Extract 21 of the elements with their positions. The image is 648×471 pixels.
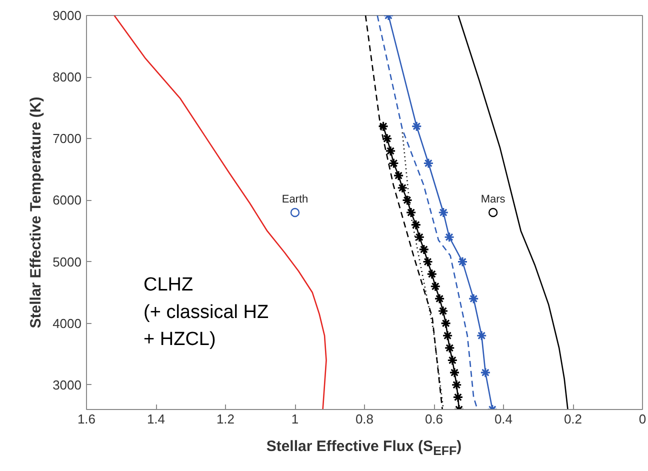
- series-label: Earth: [282, 194, 308, 206]
- annotation: CLHZ (+ classical HZ + HZCL): [144, 274, 269, 350]
- y-tick-label: 8000: [52, 70, 82, 85]
- series-label: Mars: [480, 194, 506, 206]
- x-tick-label: 0.4: [494, 412, 513, 426]
- y-tick-label: 4000: [52, 316, 82, 331]
- x-tick-label: 0.2: [564, 412, 582, 426]
- x-tick-label: 1.4: [146, 412, 166, 426]
- y-tick-label: 9000: [52, 8, 82, 23]
- y-axis-title: Stellar Effective Temperature (K): [28, 96, 45, 328]
- x-tick-label: 0.6: [424, 412, 444, 426]
- y-tick-label: 6000: [52, 192, 82, 208]
- x-tick-label: 1: [291, 412, 299, 426]
- x-axis-title: Stellar Effective Flux (S$_{EFF}$): [265, 437, 463, 460]
- y-tick-label: 5000: [52, 254, 82, 270]
- x-tick-label: 1.2: [216, 412, 235, 426]
- x-tick-label: 0: [638, 412, 646, 426]
- y-tick-label: 7000: [52, 131, 82, 146]
- y-tick-label: 3000: [52, 377, 82, 392]
- x-tick-label: 1.6: [77, 412, 96, 426]
- x-tick-label: 0.8: [355, 412, 374, 426]
